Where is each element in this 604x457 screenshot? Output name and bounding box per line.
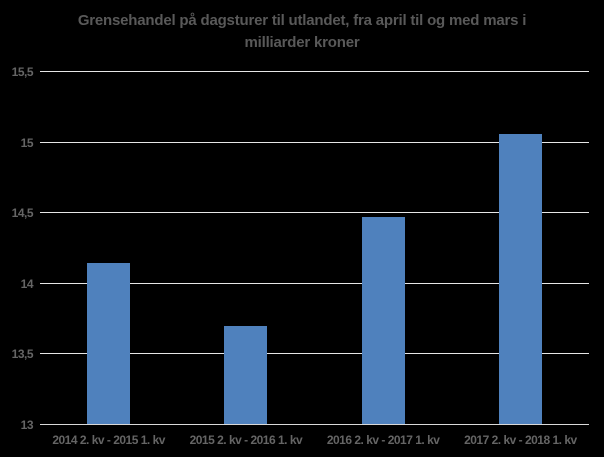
y-tick-label: 13 — [20, 418, 34, 432]
x-tick-label: 2014 2. kv - 2015 1. kv — [52, 433, 165, 447]
gridline — [40, 282, 589, 284]
x-tick-label: 2015 2. kv - 2016 1. kv — [189, 433, 303, 447]
chart-title: Grensehandel på dagsturer til utlandet, … — [77, 12, 527, 51]
y-tick-label: 15,5 — [11, 65, 34, 79]
plot-area — [40, 71, 589, 425]
gridline — [40, 141, 589, 143]
y-axis: 15,5 15 14,5 14 13,5 13 — [0, 65, 34, 432]
bar-2 — [224, 326, 268, 425]
bar-4 — [498, 134, 542, 425]
y-tick-label: 14,5 — [11, 206, 34, 221]
y-tick-label: 15 — [20, 135, 34, 150]
x-tick-label: 2016 2. kv - 2017 1. kv — [326, 433, 440, 447]
bar-1 — [87, 262, 131, 425]
gridline — [40, 353, 589, 355]
y-tick-label: 14 — [20, 276, 34, 291]
x-tick-label: 2017 2. kv - 2018 1. kv — [464, 433, 577, 447]
gridline — [40, 71, 589, 72]
gridline — [40, 212, 589, 214]
x-axis: 2014 2. kv - 2015 1. kv 2015 2. kv - 2016… — [40, 433, 589, 451]
x-axis-line — [40, 424, 589, 425]
bar-3 — [361, 217, 405, 425]
y-tick-label: 13,5 — [11, 347, 34, 362]
